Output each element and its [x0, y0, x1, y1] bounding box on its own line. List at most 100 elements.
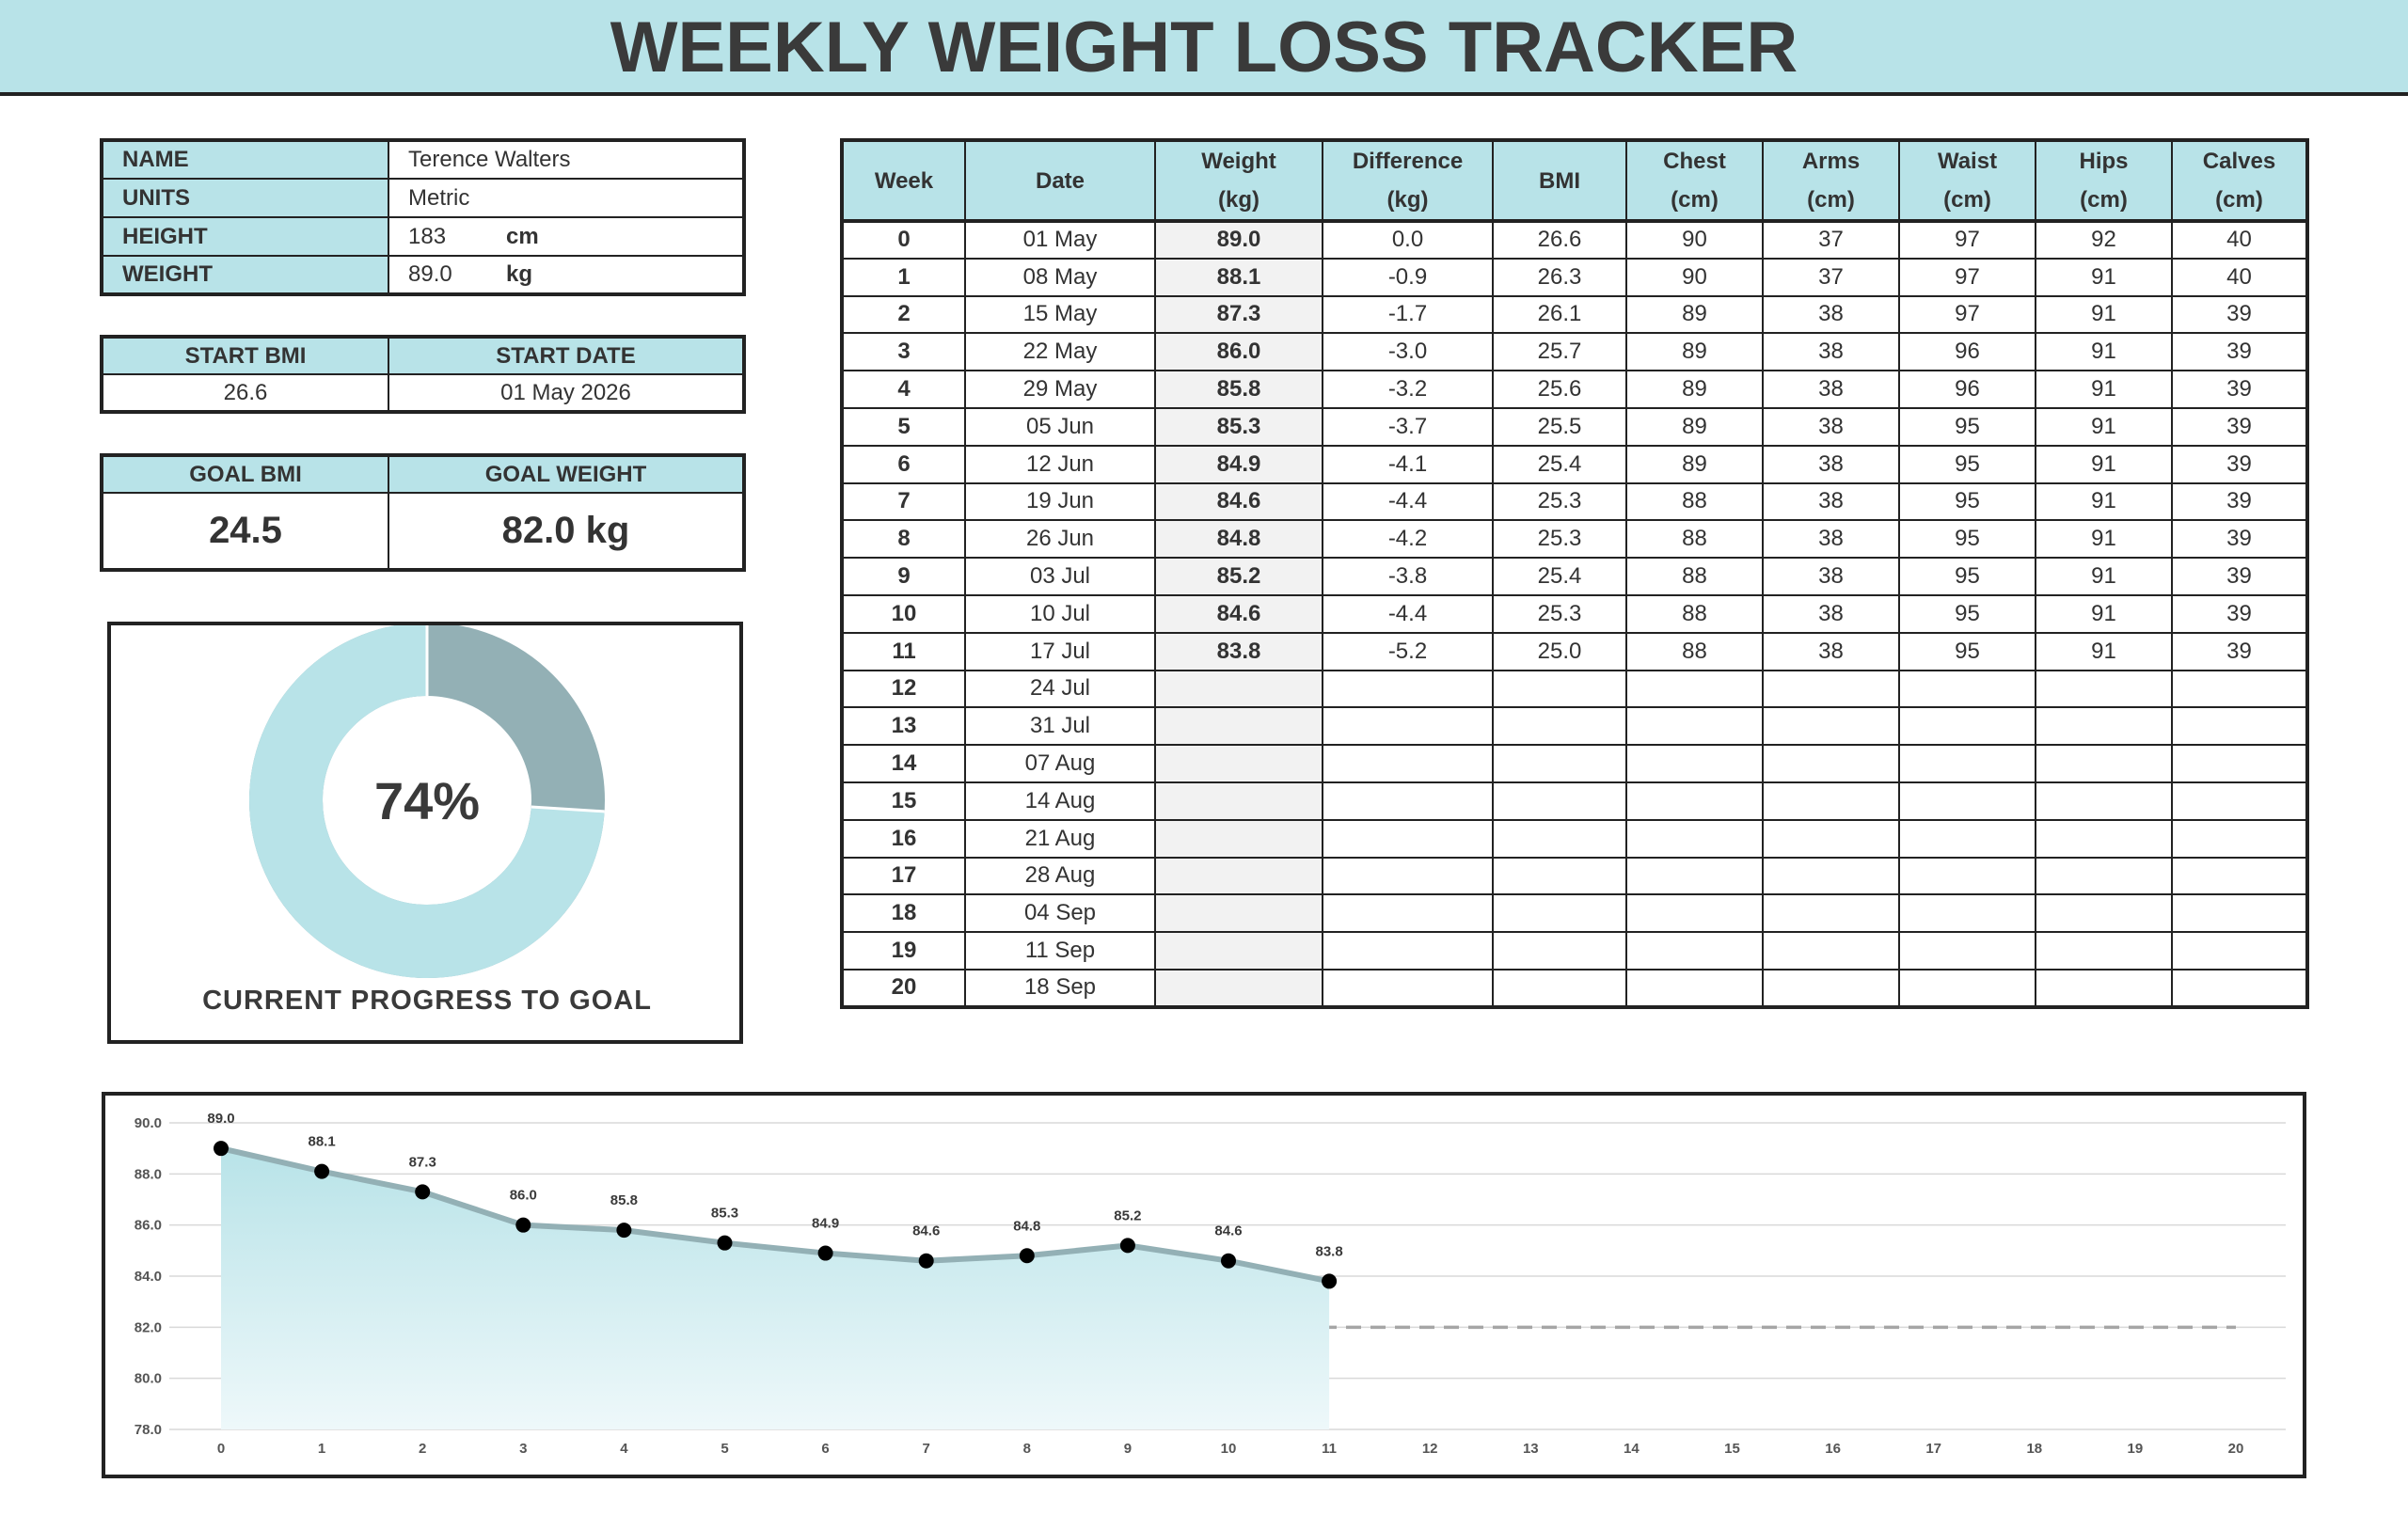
x-tick-label: 0	[217, 1441, 225, 1457]
x-tick-label: 18	[2026, 1441, 2042, 1457]
empty-cell	[1322, 856, 1494, 896]
log-cell: 14	[841, 744, 966, 783]
empty-cell	[1762, 818, 1900, 859]
profile-value-cell: 89.0 kg	[388, 255, 745, 295]
empty-cell	[1322, 818, 1494, 859]
start-value: 01 May 2026	[388, 373, 745, 413]
log-cell: 88	[1625, 557, 1764, 596]
start-header: START BMI	[101, 336, 389, 375]
value-label: 88.1	[308, 1134, 335, 1150]
log-cell: 12 Jun	[964, 444, 1156, 484]
log-cell: 14 Aug	[964, 781, 1156, 821]
log-cell: 28 Aug	[964, 856, 1156, 896]
log-cell: 89	[1625, 294, 1764, 335]
log-cell: 22 May	[964, 332, 1156, 372]
empty-cell	[1762, 669, 1900, 709]
value-label: 83.8	[1315, 1243, 1342, 1259]
empty-cell	[1625, 744, 1764, 783]
log-cell: 84.8	[1154, 519, 1323, 560]
log-cell: 0.0	[1322, 220, 1494, 260]
log-cell: 25.3	[1492, 519, 1627, 560]
profile-value-cell: Metric	[388, 178, 745, 218]
log-cell: 0	[841, 220, 966, 260]
log-cell: 6	[841, 444, 966, 484]
profile-value: Metric	[408, 184, 470, 211]
progress-panel: 74% CURRENT PROGRESS TO GOAL	[107, 622, 743, 1044]
log-row: 6 12 Jun 84.9 -4.1 25.4 89 38 95 91 39	[841, 444, 2308, 484]
log-cell: 91	[2035, 332, 2173, 372]
profile-value: Terence Walters	[408, 147, 571, 172]
empty-cell	[2171, 968, 2308, 1008]
empty-cell	[1492, 744, 1627, 783]
log-cell: 18 Sep	[964, 968, 1156, 1008]
header-name: Week	[874, 167, 934, 194]
profile-row: WEIGHT 89.0 kg	[101, 255, 745, 295]
log-row: 9 03 Jul 85.2 -3.8 25.4 88 38 95 91 39	[841, 557, 2308, 596]
empty-cell	[2171, 931, 2308, 971]
empty-cell	[1625, 706, 1764, 747]
header-unit: (cm)	[1943, 187, 1991, 213]
empty-cell	[1898, 893, 2036, 934]
empty-cell	[1762, 893, 1900, 934]
value-label: 85.3	[711, 1206, 738, 1222]
log-cell: 12	[841, 669, 966, 709]
value-label: 86.0	[510, 1188, 537, 1204]
log-cell: 96	[1898, 370, 2036, 409]
log-cell: 38	[1762, 406, 1900, 447]
log-cell: 85.3	[1154, 406, 1323, 447]
log-cell: 39	[2171, 332, 2308, 372]
log-cell: 26.1	[1492, 294, 1627, 335]
log-cell: 88	[1625, 519, 1764, 560]
empty-cell	[1898, 968, 2036, 1008]
log-cell: 25.5	[1492, 406, 1627, 447]
log-cell: 05 Jun	[964, 406, 1156, 447]
log-cell: 31 Jul	[964, 706, 1156, 747]
log-cell: 13	[841, 706, 966, 747]
column-header: Arms (cm)	[1762, 139, 1900, 223]
x-tick-label: 12	[1422, 1441, 1438, 1457]
log-row: 12 24 Jul	[841, 669, 2308, 709]
start-value: 26.6	[101, 373, 389, 413]
empty-cell	[1322, 744, 1494, 783]
log-cell: 97	[1898, 294, 2036, 335]
log-cell: 84.6	[1154, 593, 1323, 634]
point	[1221, 1253, 1236, 1269]
x-tick-label: 2	[419, 1441, 426, 1457]
column-header: Chest (cm)	[1625, 139, 1764, 223]
log-cell: 91	[2035, 593, 2173, 634]
empty-cell	[1492, 931, 1627, 971]
log-cell: 91	[2035, 631, 2173, 671]
column-header: Calves (cm)	[2171, 139, 2308, 223]
empty-cell	[1322, 968, 1494, 1008]
empty-cell	[1154, 818, 1323, 859]
log-cell: 88	[1625, 481, 1764, 522]
column-header: Hips (cm)	[2035, 139, 2173, 223]
point	[1119, 1238, 1135, 1254]
log-cell: 39	[2171, 294, 2308, 335]
column-header: Waist (cm)	[1898, 139, 2036, 223]
log-cell: 88	[1625, 593, 1764, 634]
header-name: Difference	[1352, 149, 1464, 174]
x-tick-label: 13	[1523, 1441, 1539, 1457]
point	[515, 1217, 531, 1233]
log-cell: 39	[2171, 593, 2308, 634]
log-cell: 95	[1898, 557, 2036, 596]
log-cell: 97	[1898, 220, 2036, 260]
chart-panel: 90.0 88.0 86.0 84.0 82.0 80.0 78.0 0 1 2 3 4 5 6 7 8 9 10…	[102, 1092, 2306, 1478]
value-label: 87.3	[409, 1154, 436, 1170]
log-row: 15 14 Aug	[841, 781, 2308, 821]
x-tick-label: 6	[821, 1441, 829, 1457]
log-cell: 7	[841, 481, 966, 522]
log-cell: 11 Sep	[964, 931, 1156, 971]
empty-cell	[1154, 856, 1323, 896]
empty-cell	[1898, 818, 2036, 859]
empty-cell	[1322, 931, 1494, 971]
x-tick-label: 3	[519, 1441, 527, 1457]
log-cell: 84.9	[1154, 444, 1323, 484]
empty-cell	[2035, 931, 2173, 971]
log-cell: -4.1	[1322, 444, 1494, 484]
column-header: Week	[841, 139, 966, 223]
header-unit: (cm)	[1671, 187, 1719, 213]
empty-cell	[1492, 968, 1627, 1008]
log-row: 13 31 Jul	[841, 706, 2308, 747]
